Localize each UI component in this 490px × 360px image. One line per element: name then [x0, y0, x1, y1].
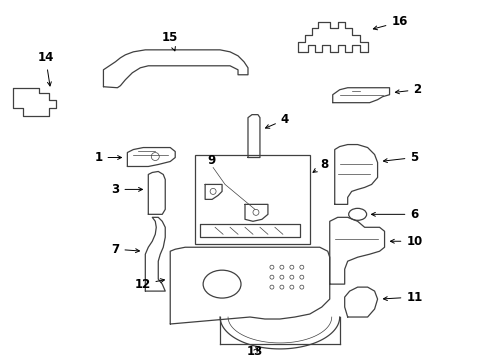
Text: 14: 14 — [37, 51, 54, 86]
Bar — [195, 154, 310, 244]
Text: 12: 12 — [134, 278, 165, 291]
Text: 16: 16 — [373, 15, 408, 30]
Text: 2: 2 — [395, 83, 421, 96]
Text: 10: 10 — [391, 235, 422, 248]
Text: 9: 9 — [207, 154, 216, 167]
Text: 7: 7 — [111, 243, 140, 256]
Text: 8: 8 — [313, 158, 329, 172]
Text: 1: 1 — [95, 151, 122, 164]
Text: 3: 3 — [111, 183, 143, 196]
Text: 4: 4 — [266, 113, 289, 128]
Text: 13: 13 — [247, 345, 263, 359]
Text: 5: 5 — [384, 151, 418, 164]
Text: 15: 15 — [162, 31, 178, 51]
Text: 6: 6 — [371, 208, 418, 221]
Text: 11: 11 — [384, 291, 422, 303]
